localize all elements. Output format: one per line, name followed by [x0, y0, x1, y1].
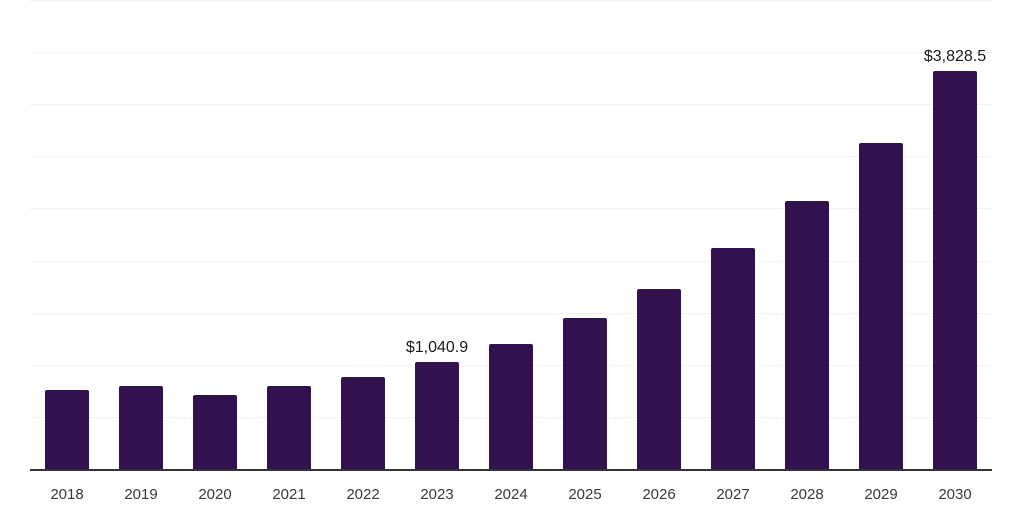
- bar-slot-2021: [252, 1, 326, 470]
- x-axis-tick-labels: 2018 2019 2020 2021 2022 2023 2024 2025 2026 2027…: [30, 486, 992, 503]
- bar-slot-2022: [326, 1, 400, 470]
- x-tick-2024: 2024: [494, 486, 528, 503]
- gridline-3500: [30, 104, 992, 106]
- bar-2027: [711, 247, 755, 470]
- bar-slot-2018: [30, 1, 104, 470]
- bar-2029: [859, 143, 903, 470]
- bar-2025: [563, 317, 607, 470]
- bar-slot-2026: [622, 1, 696, 470]
- bar-2022: [341, 376, 385, 470]
- x-tick-2022: 2022: [346, 486, 380, 503]
- bar-2018: [45, 389, 89, 470]
- bar-slot-2024: [474, 1, 548, 470]
- gridline-3000: [30, 156, 992, 158]
- data-label-2023: $1,040.9: [405, 338, 469, 356]
- bar-2024: [489, 343, 533, 470]
- bar-slot-2030: $3,828.5: [918, 1, 992, 470]
- x-tick-2030: 2030: [938, 486, 972, 503]
- x-tick-2021: 2021: [272, 486, 306, 503]
- bar-slot-2025: [548, 1, 622, 470]
- bar-slot-2028: [770, 1, 844, 470]
- x-axis-line: [30, 469, 992, 471]
- bar-2019: [119, 386, 163, 470]
- x-tick-2020: 2020: [198, 486, 232, 503]
- x-tick-2025: 2025: [568, 486, 602, 503]
- bar-2028: [785, 201, 829, 470]
- x-tick-2023: 2023: [420, 486, 454, 503]
- gridline-1500: [30, 312, 992, 314]
- bar-2021: [267, 385, 311, 470]
- x-tick-2026: 2026: [642, 486, 676, 503]
- gridline-2500: [30, 208, 992, 210]
- bar-slot-2023: $1,040.9: [400, 1, 474, 470]
- data-label-2030: $3,828.5: [923, 48, 987, 65]
- plot-area: $1,040.9 $3,828.5: [30, 0, 992, 471]
- gridline-2000: [30, 260, 992, 262]
- x-tick-2019: 2019: [124, 486, 158, 503]
- bar-2020: [193, 394, 237, 470]
- gridline-4500: [30, 0, 992, 1]
- x-tick-2028: 2028: [790, 486, 824, 503]
- bar-series: $1,040.9 $3,828.5: [30, 1, 992, 470]
- bar-slot-2027: [696, 1, 770, 470]
- gridline-4000: [30, 52, 992, 54]
- bar-2023: [415, 361, 459, 470]
- bar-slot-2019: [104, 1, 178, 470]
- x-tick-2029: 2029: [864, 486, 898, 503]
- bar-2030: [933, 71, 977, 470]
- bar-2026: [637, 288, 681, 470]
- x-tick-2027: 2027: [716, 486, 750, 503]
- bar-slot-2020: [178, 1, 252, 470]
- x-tick-2018: 2018: [50, 486, 84, 503]
- bar-slot-2029: [844, 1, 918, 470]
